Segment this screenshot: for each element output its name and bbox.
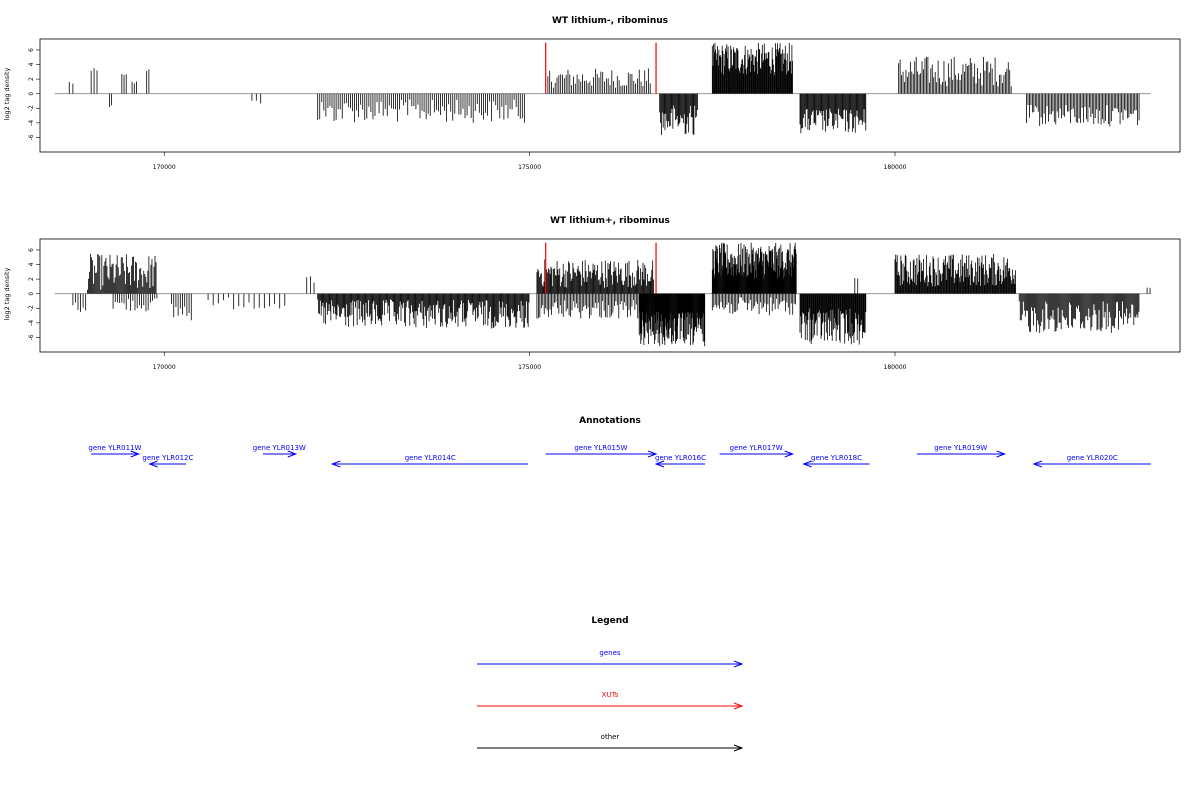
y-tick-label: -6 — [28, 134, 35, 140]
gene-arrow — [545, 450, 658, 458]
gene-label: gene YLR015W — [574, 444, 627, 452]
x-tick-label: 170000 — [153, 164, 176, 171]
y-tick-label: -4 — [28, 120, 35, 126]
density-bars — [72, 242, 1151, 347]
legend-label: genes — [599, 649, 620, 657]
gene-label: gene YLR011W — [88, 444, 141, 452]
y-tick-label: -6 — [28, 334, 35, 340]
plot-area: 6 4 2 0 -2 -4 -6 170000 175000 180000 — [28, 38, 1181, 171]
panel-lithium-minus: WT lithium-, ribominus log2 tag density … — [3, 16, 1181, 171]
plot-frame — [39, 238, 1181, 353]
arrow-head — [784, 450, 795, 458]
arrow-head — [647, 450, 658, 458]
density-bars — [68, 42, 1140, 136]
gene-arrow — [148, 460, 187, 468]
gene-arrow — [719, 450, 795, 458]
y-tick-label: 6 — [28, 248, 35, 252]
y-tick-label: 6 — [28, 48, 35, 52]
legend-label: other — [601, 733, 620, 741]
y-tick-label: -2 — [28, 305, 35, 311]
arrow-head — [733, 660, 744, 668]
gene-label: gene YLR013W — [253, 444, 306, 452]
x-tick-label: 175000 — [518, 164, 541, 171]
y-tick-label: 0 — [28, 292, 35, 296]
legend: Legend genes XUTs other — [477, 616, 744, 752]
legend-label: XUTs — [602, 691, 619, 699]
plot-frame — [39, 38, 1181, 153]
gene-label: gene YLR018C — [811, 454, 862, 462]
gene-arrow — [1032, 460, 1151, 468]
legend-title: Legend — [591, 616, 628, 626]
gene-arrow — [654, 460, 705, 468]
x-tick-label: 180000 — [884, 364, 907, 371]
plot-area: 6 4 2 0 -2 -4 -6 170000 175000 180000 — [28, 238, 1181, 371]
arrow-head — [1032, 460, 1043, 468]
gene-label: gene YLR020C — [1067, 454, 1118, 462]
arrow-head — [733, 702, 744, 710]
panel-title: WT lithium-, ribominus — [552, 16, 668, 26]
y-tick-label: 2 — [28, 77, 35, 81]
y-tick-label: 4 — [28, 262, 35, 266]
gene-label: gene YLR014C — [405, 454, 456, 462]
arrow-head — [802, 460, 812, 468]
y-tick-label: 4 — [28, 62, 35, 66]
gene-arrow — [262, 450, 298, 458]
y-axis-label: log2 tag density — [3, 268, 11, 321]
y-tick-label: 0 — [28, 92, 35, 96]
arrow-head — [287, 450, 298, 458]
annotations-title: Annotations — [579, 416, 641, 426]
arrow-head — [148, 460, 158, 468]
gene-label: gene YLR016C — [655, 454, 706, 462]
gene-arrow — [91, 450, 141, 458]
legend-arrow — [477, 702, 744, 710]
gene-arrow — [330, 460, 529, 468]
arrow-head — [996, 450, 1007, 458]
y-tick-label: -4 — [28, 320, 35, 326]
arrow-head — [654, 460, 665, 468]
legend-arrow — [477, 744, 744, 752]
gene-arrow — [916, 450, 1007, 458]
x-tick-label: 170000 — [153, 364, 176, 371]
panel-lithium-plus: WT lithium+, ribominus log2 tag density … — [3, 216, 1181, 371]
gene-label: gene YLR012C — [142, 454, 193, 462]
gene-label: gene YLR019W — [934, 444, 987, 452]
arrow-head — [733, 744, 744, 752]
arrow-head — [330, 460, 341, 468]
y-axis-label: log2 tag density — [3, 68, 11, 121]
y-tick-label: 2 — [28, 277, 35, 281]
y-tick-label: -2 — [28, 105, 35, 111]
panel-title: WT lithium+, ribominus — [550, 216, 670, 226]
legend-arrow — [477, 660, 744, 668]
arrow-head — [130, 450, 141, 458]
legend-items: genes XUTs other — [477, 649, 744, 752]
gene-label: gene YLR017W — [730, 444, 783, 452]
x-tick-label: 180000 — [884, 164, 907, 171]
gene-arrow — [802, 460, 870, 468]
x-tick-label: 175000 — [518, 364, 541, 371]
